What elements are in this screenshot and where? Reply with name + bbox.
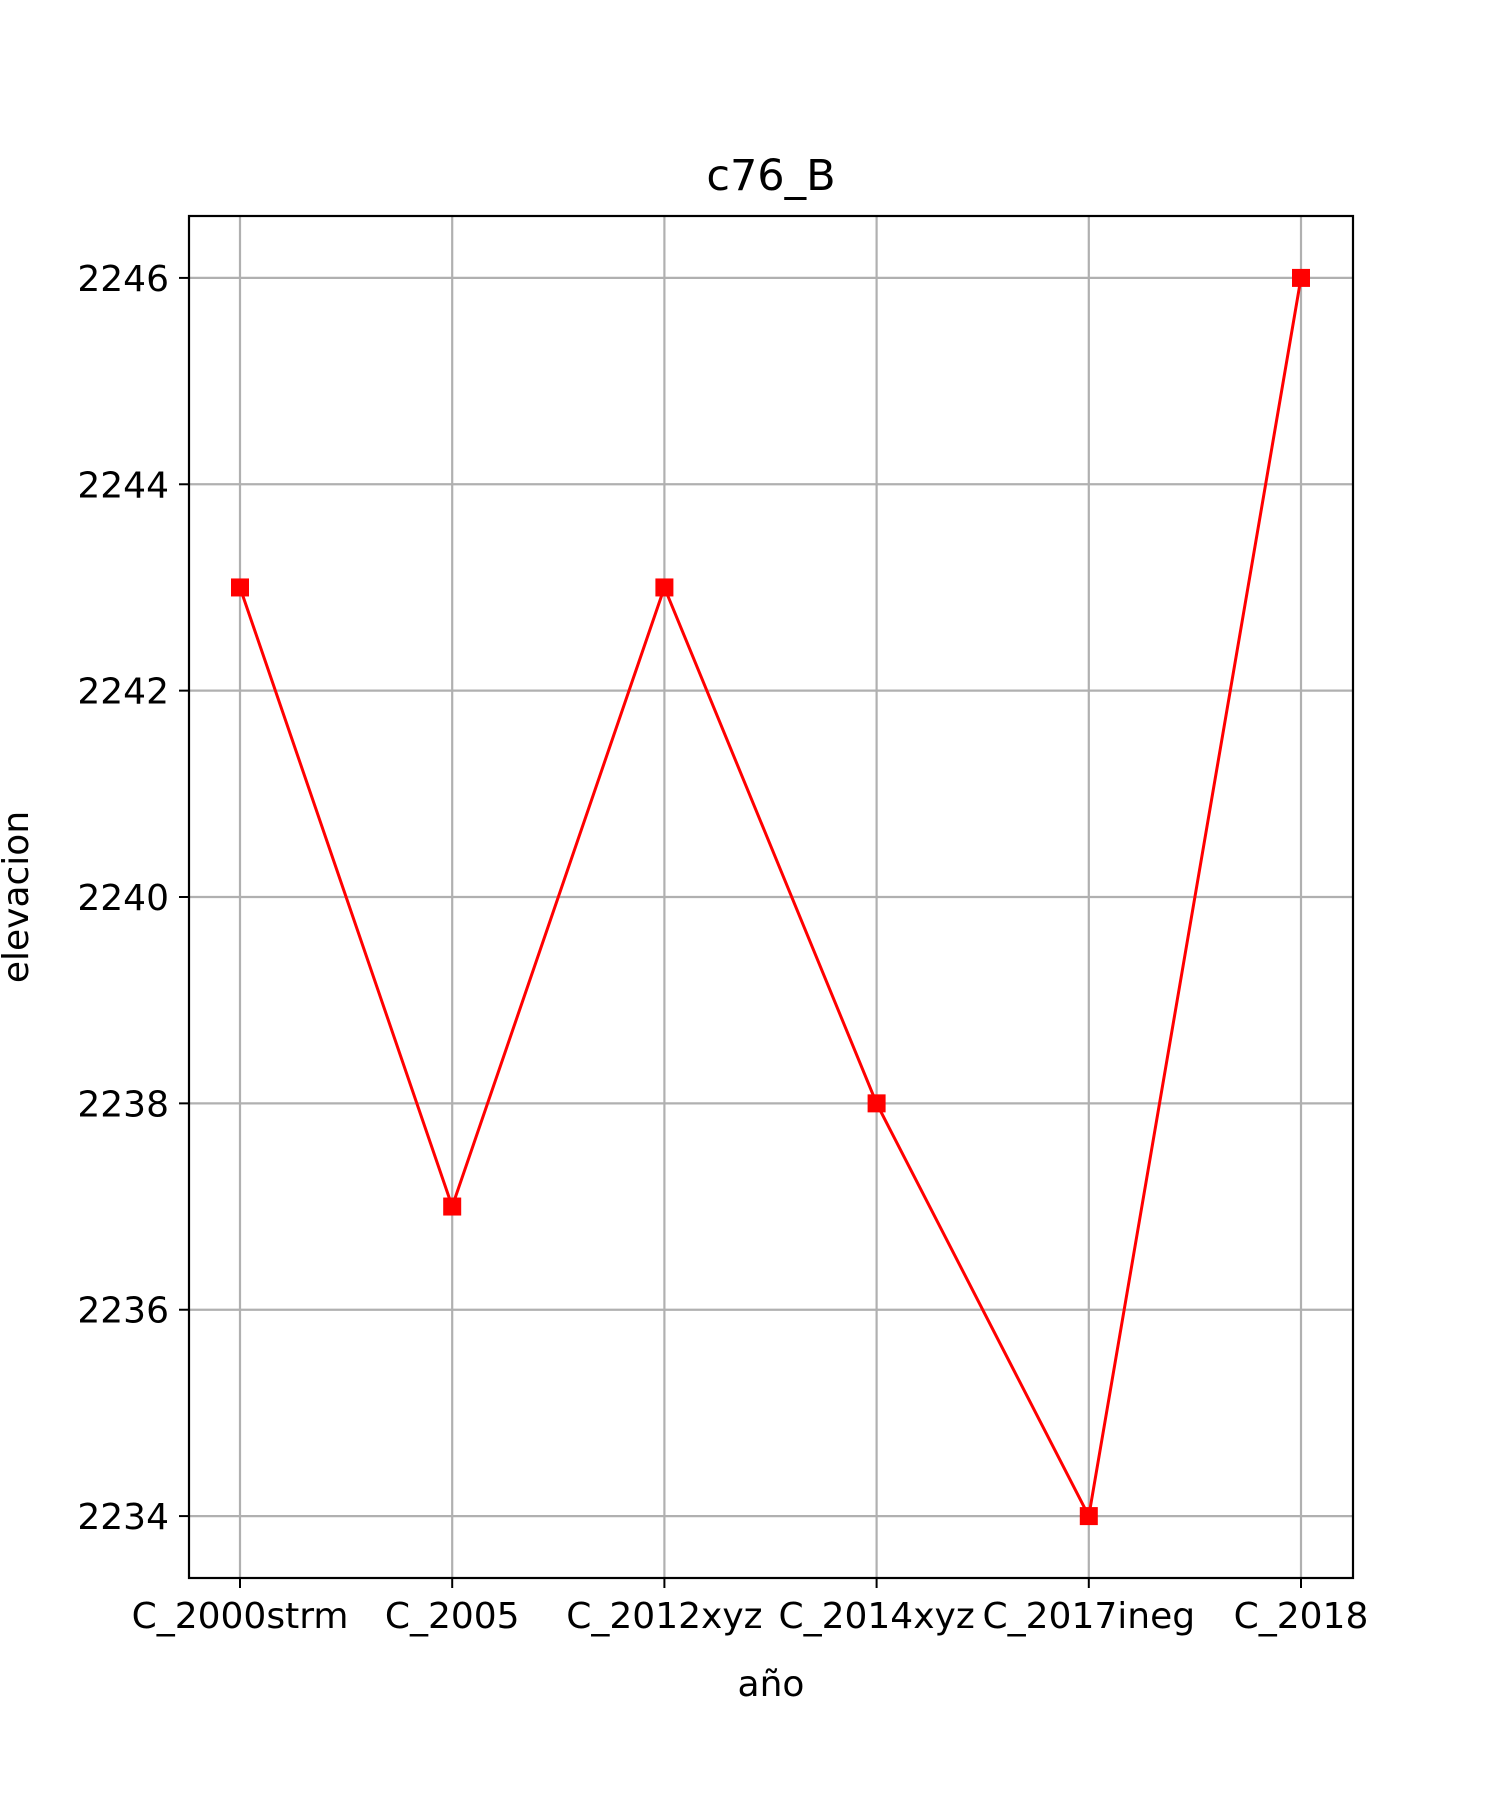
y-tick-label: 2236 [77,1291,169,1332]
data-point-marker [1079,1507,1098,1526]
y-tick-label: 2244 [77,465,169,506]
x-tick-label: C_2012xyz [566,1596,762,1637]
grid [189,216,1353,1578]
data-point-marker [231,578,249,597]
data-point-marker [867,1094,886,1113]
series-line [238,277,1303,1521]
y-tick-label: 2246 [77,259,169,300]
x-tick-label: C_2005 [385,1596,520,1637]
x-tick-label: C_2000strm [132,1596,349,1637]
x-tick-label: C_2018 [1234,1596,1369,1637]
y-axis: 2234 2236 2238 2240 2242 2244 2246 [77,259,189,1538]
x-tick-label: C_2014xyz [778,1596,974,1637]
data-point-marker [1292,268,1310,287]
data-point-marker [655,578,674,597]
x-tick-label: C_2017ineg [983,1596,1196,1637]
series-line-layer [231,268,1310,1526]
chart-title: c76_B [706,151,835,201]
y-axis-label: elevacion [0,811,37,983]
y-tick-label: 2238 [77,1084,169,1125]
y-tick-label: 2234 [77,1497,169,1538]
data-point-marker [443,1197,462,1216]
y-tick-label: 2240 [77,878,169,919]
x-axis: C_2000strm C_2005 C_2012xyz C_2014xyz C_2017… [132,1578,1369,1637]
x-axis-label: año [738,1664,805,1705]
y-tick-label: 2242 [77,672,169,713]
